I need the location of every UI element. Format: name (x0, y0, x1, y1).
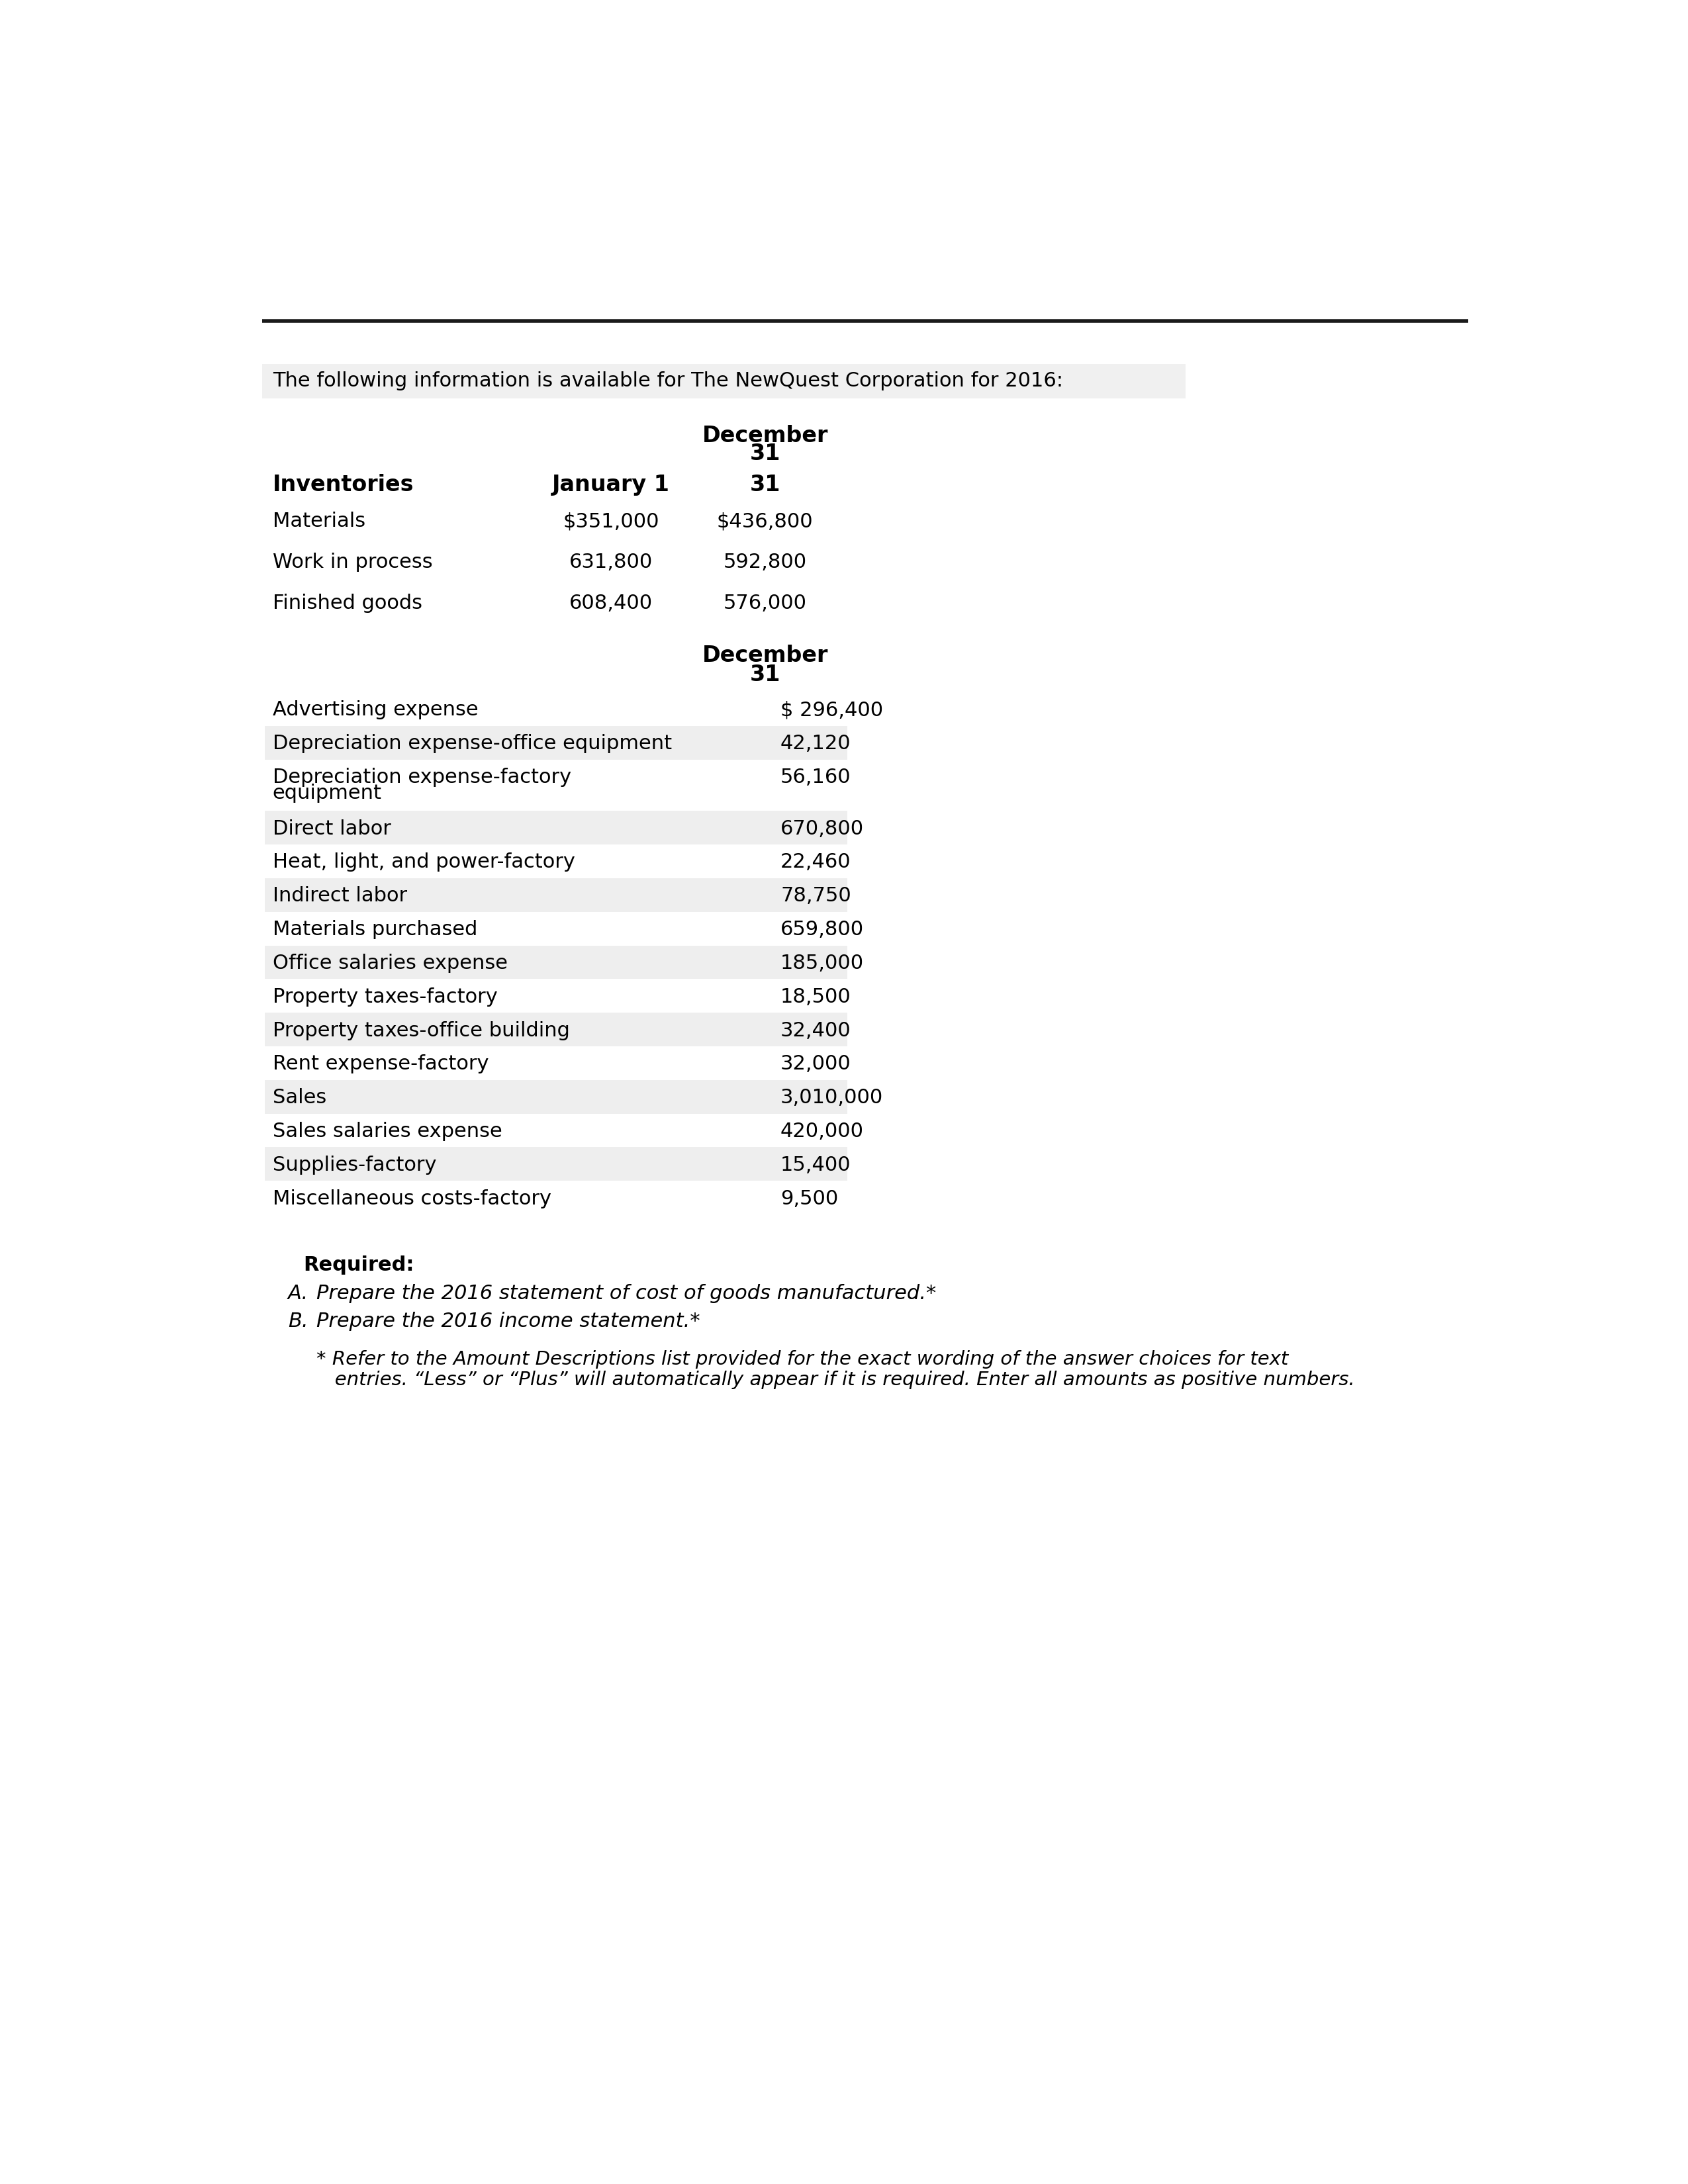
Text: Materials purchased: Materials purchased (272, 919, 478, 939)
Text: December: December (702, 644, 829, 666)
Text: Prepare the 2016 statement of cost of goods manufactured.*: Prepare the 2016 statement of cost of go… (316, 1284, 935, 1304)
Text: $351,000: $351,000 (564, 511, 660, 531)
Text: The following information is available for The NewQuest Corporation for 2016:: The following information is available f… (272, 371, 1063, 391)
Text: 18,500: 18,500 (780, 987, 851, 1007)
Bar (265, 878, 847, 913)
Text: Heat, light, and power-factory: Heat, light, and power-factory (272, 852, 576, 871)
Text: 31: 31 (749, 474, 780, 496)
Text: 56,160: 56,160 (780, 767, 851, 786)
Text: Indirect labor: Indirect labor (272, 887, 407, 906)
Text: 631,800: 631,800 (569, 553, 653, 572)
Text: 78,750: 78,750 (780, 887, 851, 906)
Text: $436,800: $436,800 (717, 511, 814, 531)
Text: B.: B. (289, 1313, 309, 1330)
Text: Prepare the 2016 income statement.*: Prepare the 2016 income statement.* (316, 1313, 701, 1330)
Text: Inventories: Inventories (272, 474, 414, 496)
Text: Property taxes-factory: Property taxes-factory (272, 987, 498, 1007)
Text: Miscellaneous costs-factory: Miscellaneous costs-factory (272, 1188, 552, 1208)
Text: 592,800: 592,800 (724, 553, 807, 572)
Text: 659,800: 659,800 (780, 919, 864, 939)
Bar (265, 810, 847, 845)
Text: Required:: Required: (304, 1256, 414, 1275)
Text: Direct labor: Direct labor (272, 819, 392, 839)
Text: Finished goods: Finished goods (272, 594, 422, 612)
Text: 15,400: 15,400 (780, 1155, 851, 1175)
Text: 9,500: 9,500 (780, 1188, 839, 1208)
Text: Sales: Sales (272, 1088, 326, 1107)
Bar (262, 365, 1185, 400)
Text: 31: 31 (749, 443, 780, 465)
Text: 42,120: 42,120 (780, 734, 851, 753)
Bar (265, 725, 847, 760)
Text: 670,800: 670,800 (780, 819, 864, 839)
Text: A.: A. (289, 1284, 309, 1304)
Bar (265, 1013, 847, 1046)
Text: January 1: January 1 (552, 474, 670, 496)
Text: Depreciation expense-factory: Depreciation expense-factory (272, 767, 571, 786)
Text: Materials: Materials (272, 511, 365, 531)
Text: 32,400: 32,400 (780, 1020, 851, 1040)
Text: equipment: equipment (272, 784, 381, 804)
Text: 420,000: 420,000 (780, 1123, 864, 1140)
Text: 608,400: 608,400 (569, 594, 653, 612)
Text: 576,000: 576,000 (724, 594, 807, 612)
Text: Property taxes-office building: Property taxes-office building (272, 1020, 569, 1040)
Text: 3,010,000: 3,010,000 (780, 1088, 883, 1107)
Text: Office salaries expense: Office salaries expense (272, 954, 508, 972)
Text: entries. “Less” or “Plus” will automatically appear if it is required. Enter all: entries. “Less” or “Plus” will automatic… (316, 1372, 1354, 1389)
Text: Sales salaries expense: Sales salaries expense (272, 1123, 501, 1140)
Text: 185,000: 185,000 (780, 954, 864, 972)
Text: 22,460: 22,460 (780, 852, 851, 871)
Text: 32,000: 32,000 (780, 1055, 851, 1075)
Text: $ 296,400: $ 296,400 (780, 701, 883, 719)
Text: 31: 31 (749, 664, 780, 686)
Text: Rent expense-factory: Rent expense-factory (272, 1055, 490, 1075)
Bar (265, 1081, 847, 1114)
Bar (265, 946, 847, 978)
Text: * Refer to the Amount Descriptions list provided for the exact wording of the an: * Refer to the Amount Descriptions list … (316, 1350, 1288, 1369)
Text: Depreciation expense-office equipment: Depreciation expense-office equipment (272, 734, 672, 753)
Text: December: December (702, 426, 829, 448)
Text: Advertising expense: Advertising expense (272, 701, 478, 719)
Bar (265, 1147, 847, 1182)
Text: Work in process: Work in process (272, 553, 432, 572)
Text: Supplies-factory: Supplies-factory (272, 1155, 437, 1175)
